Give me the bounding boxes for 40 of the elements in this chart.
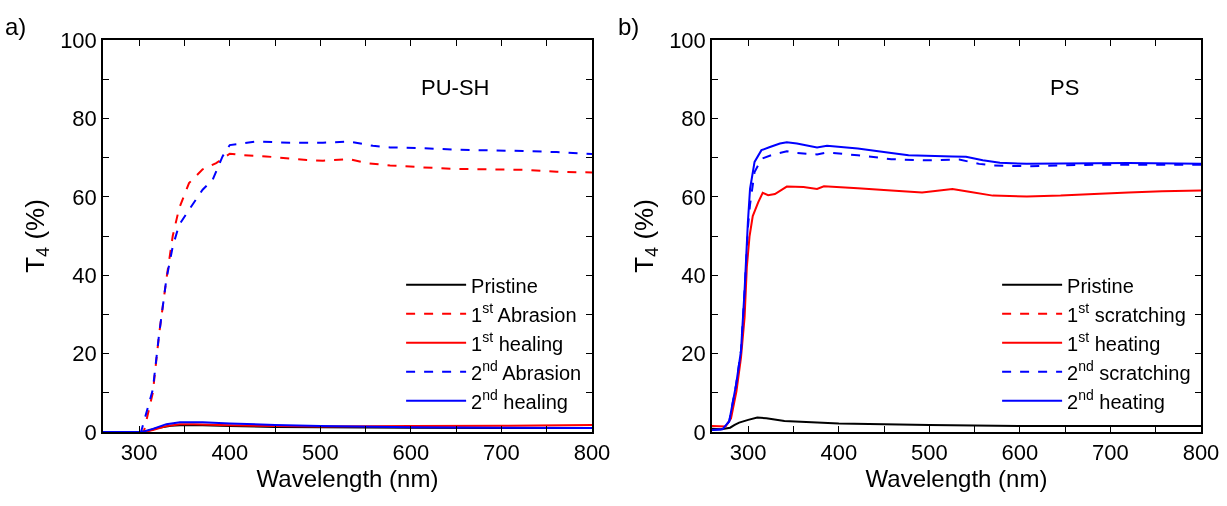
y-tick-label: 100 bbox=[60, 27, 97, 53]
y-tick-label: 100 bbox=[669, 27, 706, 53]
legend-label: 2$^{nd}$ heating bbox=[1067, 387, 1165, 413]
x-tick-label: 800 bbox=[1182, 440, 1220, 466]
y-tick-label: 40 bbox=[681, 262, 706, 288]
y-tick-label: 0 bbox=[84, 419, 97, 445]
x-tick-label: 600 bbox=[1001, 440, 1039, 466]
legend-label: 2$^{nd}$ Abrasion bbox=[471, 358, 582, 384]
legend-label: 2$^{nd}$ healing bbox=[471, 387, 568, 413]
x-tick-label: 400 bbox=[211, 440, 249, 466]
y-tick-label: 60 bbox=[72, 184, 97, 210]
x-tick-label: 700 bbox=[1092, 440, 1129, 466]
y-tick-label: 40 bbox=[72, 262, 97, 288]
legend-label: 2$^{nd}$ scratching bbox=[1067, 358, 1191, 384]
legend-label: 1$^{st}$ healing bbox=[471, 329, 564, 355]
legend-label: 1$^{st}$ heating bbox=[1067, 329, 1161, 355]
x-tick-label: 500 bbox=[910, 440, 948, 466]
x-tick-label: 400 bbox=[820, 440, 858, 466]
legend-label: 1$^{st}$ scratching bbox=[1067, 300, 1186, 326]
legend-label: 1$^{st}$ Abrasion bbox=[471, 300, 577, 326]
y-tick-label: 20 bbox=[681, 341, 706, 367]
legend-label: Pristine bbox=[471, 274, 538, 297]
x-tick-label: 300 bbox=[729, 440, 767, 466]
annotation: PS bbox=[1050, 75, 1080, 100]
x-tick-label: 300 bbox=[120, 440, 158, 466]
x-tick-label: 800 bbox=[573, 440, 611, 466]
x-axis-title: Wavelength (nm) bbox=[256, 465, 439, 493]
annotation: PU-SH bbox=[421, 75, 490, 100]
chart-title: b) bbox=[617, 12, 640, 40]
y-tick-label: 80 bbox=[681, 106, 706, 132]
x-tick-label: 700 bbox=[483, 440, 520, 466]
y-tick-label: 0 bbox=[693, 419, 706, 445]
chart-title: a) bbox=[4, 12, 27, 40]
x-tick-label: 500 bbox=[301, 440, 339, 466]
y-tick-label: 60 bbox=[681, 184, 706, 210]
legend-label: Pristine bbox=[1067, 274, 1134, 297]
y-tick-label: 20 bbox=[72, 341, 97, 367]
x-tick-label: 600 bbox=[392, 440, 430, 466]
x-axis-title: Wavelength (nm) bbox=[865, 465, 1048, 493]
y-tick-label: 80 bbox=[72, 106, 97, 132]
